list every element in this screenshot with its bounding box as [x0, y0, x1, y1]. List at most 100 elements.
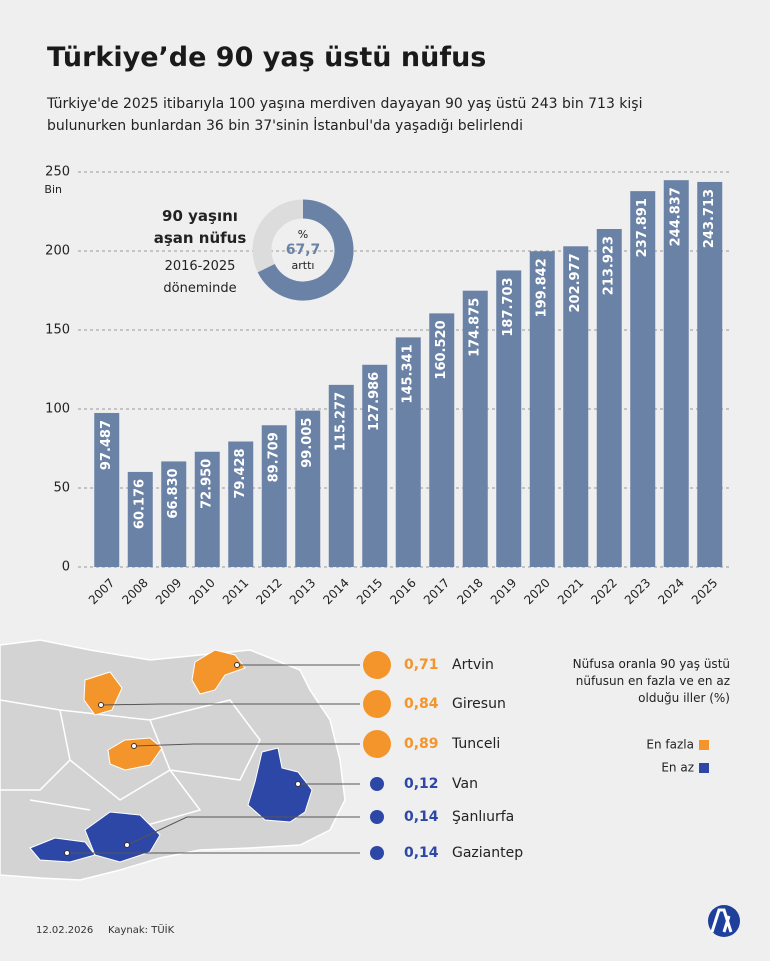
- y-unit: Bin: [44, 183, 62, 196]
- y-tick-label: 50: [53, 481, 70, 496]
- map-region: [29, 837, 96, 863]
- value-label: 0,14: [404, 845, 439, 861]
- x-tick-label: 2012: [253, 576, 284, 607]
- x-tick-label: 2024: [655, 576, 686, 607]
- bar: [261, 425, 287, 567]
- footer-source: Kaynak: TÜİK: [108, 923, 175, 936]
- category-label: Artvin: [452, 657, 494, 673]
- map-region: [84, 811, 161, 863]
- bar: [429, 313, 455, 567]
- value-label: 244.837: [669, 187, 684, 246]
- value-label: 89.709: [267, 432, 282, 482]
- map-region: [83, 671, 123, 716]
- bar: [161, 461, 187, 567]
- x-tick-label: 2018: [454, 576, 485, 607]
- category-label: Van: [452, 776, 478, 792]
- subtitle: Türkiye'de 2025 itibarıyla 100 yaşına me…: [47, 96, 643, 134]
- value-label: 97.487: [99, 420, 114, 470]
- map-region: [247, 747, 313, 823]
- value-label: 187.703: [501, 277, 516, 336]
- bar: [295, 410, 321, 567]
- bar: [127, 471, 153, 567]
- leader-line: [126, 816, 360, 846]
- x-tick-label: 2017: [421, 576, 452, 607]
- x-tick-label: 2015: [354, 576, 385, 607]
- value-label: 66.830: [166, 468, 181, 518]
- donut-value: 67,7: [286, 242, 321, 258]
- map-dot: [234, 662, 240, 668]
- map-dot: [98, 702, 104, 708]
- map-dot: [64, 850, 70, 856]
- category-label: Tunceli: [451, 736, 500, 752]
- x-tick-label: 2025: [689, 576, 720, 607]
- donut-slice: [257, 199, 354, 301]
- x-tick-label: 2023: [622, 576, 653, 607]
- map-dot: [295, 781, 301, 787]
- value-label: 0,14: [404, 809, 439, 825]
- legend-swatch: [699, 763, 709, 773]
- bubble: [370, 846, 384, 860]
- y-tick-label: 0: [62, 560, 70, 575]
- category-label: Giresun: [452, 696, 506, 712]
- leader-line: [133, 743, 360, 747]
- value-label: 199.842: [535, 258, 550, 317]
- bar: [563, 246, 589, 568]
- logo: [708, 905, 740, 937]
- bar: [697, 181, 723, 567]
- legend-swatch: [699, 740, 709, 750]
- bubble: [363, 651, 391, 679]
- value-label: 160.520: [434, 320, 449, 379]
- bubble: [370, 777, 384, 791]
- bar: [596, 229, 622, 568]
- value-label: 243.713: [702, 189, 717, 248]
- bar: [395, 337, 421, 567]
- value-label: 0,12: [404, 776, 439, 792]
- value-label: 174.875: [468, 298, 483, 357]
- bar: [362, 364, 388, 567]
- value-label: 145.341: [401, 344, 416, 403]
- x-tick-label: 2020: [521, 576, 552, 607]
- bar: [529, 251, 555, 567]
- x-tick-label: 2021: [555, 576, 586, 607]
- title: Türkiye’de 90 yaş üstü nüfus: [47, 42, 487, 73]
- bar: [462, 290, 488, 567]
- bar: [663, 180, 689, 568]
- bar: [328, 384, 354, 567]
- bar: [496, 270, 522, 567]
- value-label: 0,84: [404, 696, 439, 712]
- donut-subtitle: 2016-2025 döneminde: [163, 259, 237, 296]
- y-tick-label: 150: [45, 323, 70, 338]
- y-tick-label: 200: [45, 244, 70, 259]
- category-label: Gaziantep: [452, 845, 523, 861]
- bubble: [363, 730, 391, 758]
- value-label: 99.005: [300, 418, 315, 468]
- map-border: [0, 699, 261, 831]
- leader-line: [100, 703, 360, 706]
- legend-label: En az: [661, 761, 694, 775]
- x-tick-label: 2010: [186, 576, 217, 607]
- value-label: 127.986: [367, 372, 382, 431]
- value-label: 0,71: [404, 657, 439, 673]
- donut-caption: arttı: [292, 259, 315, 272]
- x-tick-label: 2008: [119, 576, 150, 607]
- legend-label: En fazla: [646, 738, 694, 752]
- bar: [94, 412, 120, 567]
- map-dot: [124, 842, 130, 848]
- bubble: [370, 810, 384, 824]
- value-label: 213.923: [602, 236, 617, 295]
- value-label: 79.428: [233, 449, 248, 499]
- map-region: [191, 649, 246, 695]
- footer-date: 12.02.2026: [36, 925, 93, 936]
- value-label: 237.891: [635, 198, 650, 257]
- category-label: Şanlıurfa: [452, 809, 514, 825]
- x-tick-label: 2016: [387, 576, 418, 607]
- x-tick-label: 2014: [320, 576, 351, 607]
- bubble: [363, 690, 391, 718]
- x-tick-label: 2019: [488, 576, 519, 607]
- donut-title: 90 yaşını aşan nüfus: [153, 207, 247, 247]
- value-label: 72.950: [200, 459, 215, 509]
- value-label: 115.277: [334, 392, 349, 451]
- bar: [228, 441, 254, 567]
